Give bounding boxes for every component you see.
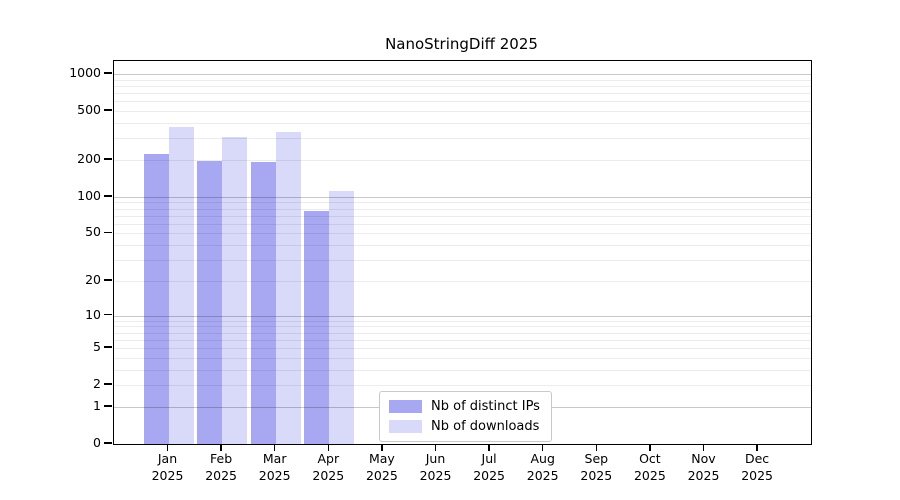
y-tick-mark xyxy=(104,442,112,444)
legend: Nb of distinct IPs Nb of downloads xyxy=(379,391,552,442)
x-tick-mark xyxy=(756,444,758,451)
x-tick-label: Jan 2025 xyxy=(151,451,184,483)
y-tick-mark xyxy=(104,158,112,160)
bar-ips-feb xyxy=(197,160,223,444)
legend-label-downloads: Nb of downloads xyxy=(431,419,540,434)
x-tick-label: Oct 2025 xyxy=(633,451,666,483)
y-tick-mark xyxy=(104,346,112,348)
y-tick-label: 2 xyxy=(93,376,101,392)
legend-label-distinct-ips: Nb of distinct IPs xyxy=(431,399,540,414)
legend-item-distinct-ips: Nb of distinct IPs xyxy=(389,398,540,415)
y-tick-mark xyxy=(104,313,112,316)
x-tick-label: Jul 2025 xyxy=(473,451,505,483)
bar-downloads-jan xyxy=(168,126,194,444)
bar-downloads-apr xyxy=(329,191,355,444)
legend-swatch-downloads xyxy=(389,420,422,433)
x-tick-mark xyxy=(595,444,598,451)
bar-downloads-mar xyxy=(275,131,301,444)
x-tick-mark xyxy=(220,444,222,451)
x-tick-label: May 2025 xyxy=(365,451,398,483)
x-tick-label: Nov 2025 xyxy=(687,451,720,483)
x-tick-label: Mar 2025 xyxy=(258,451,291,483)
bars-layer xyxy=(114,61,811,444)
y-tick-label: 1000 xyxy=(69,64,101,80)
x-tick-label: Feb 2025 xyxy=(205,451,237,483)
x-tick-mark xyxy=(327,444,330,451)
x-tick-mark xyxy=(649,444,651,451)
x-tick-mark xyxy=(434,444,437,451)
y-tick-label: 50 xyxy=(85,224,101,240)
y-tick-mark xyxy=(104,279,112,281)
y-tick-label: 500 xyxy=(77,102,101,118)
y-tick-mark xyxy=(104,109,112,111)
x-tick-label: Aug 2025 xyxy=(526,451,559,483)
x-tick-mark xyxy=(166,444,169,451)
y-tick-mark xyxy=(104,195,112,197)
bar-downloads-feb xyxy=(222,137,248,444)
y-tick-mark xyxy=(104,383,112,385)
y-tick-label: 5 xyxy=(93,339,101,355)
x-tick-mark xyxy=(541,444,544,451)
bar-ips-jan xyxy=(143,153,169,444)
y-tick-label: 100 xyxy=(77,187,101,203)
y-tick-mark xyxy=(104,405,112,407)
x-tick-label: Apr 2025 xyxy=(312,451,345,483)
y-tick-label: 10 xyxy=(85,306,101,322)
y-tick-label: 200 xyxy=(77,150,101,166)
x-tick-mark xyxy=(702,444,705,451)
y-tick-label: 20 xyxy=(85,271,101,287)
x-tick-label: Dec 2025 xyxy=(741,451,773,483)
legend-swatch-distinct-ips xyxy=(389,400,422,413)
x-tick-label: Sep 2025 xyxy=(580,451,613,483)
chart-title: NanoStringDiff 2025 xyxy=(385,35,538,53)
y-tick-mark xyxy=(104,72,112,74)
x-tick-mark xyxy=(488,444,490,451)
x-tick-label: Jun 2025 xyxy=(419,451,452,483)
bar-ips-mar xyxy=(250,161,276,444)
y-tick-mark xyxy=(104,231,112,234)
x-tick-mark xyxy=(273,444,276,451)
bar-ips-apr xyxy=(304,211,330,444)
y-tick-label: 0 xyxy=(93,435,101,450)
legend-item-downloads: Nb of downloads xyxy=(389,418,540,435)
y-tick-label: 1 xyxy=(93,397,101,413)
x-tick-mark xyxy=(381,444,383,451)
plot-area: Nb of distinct IPs Nb of downloads xyxy=(113,60,812,445)
